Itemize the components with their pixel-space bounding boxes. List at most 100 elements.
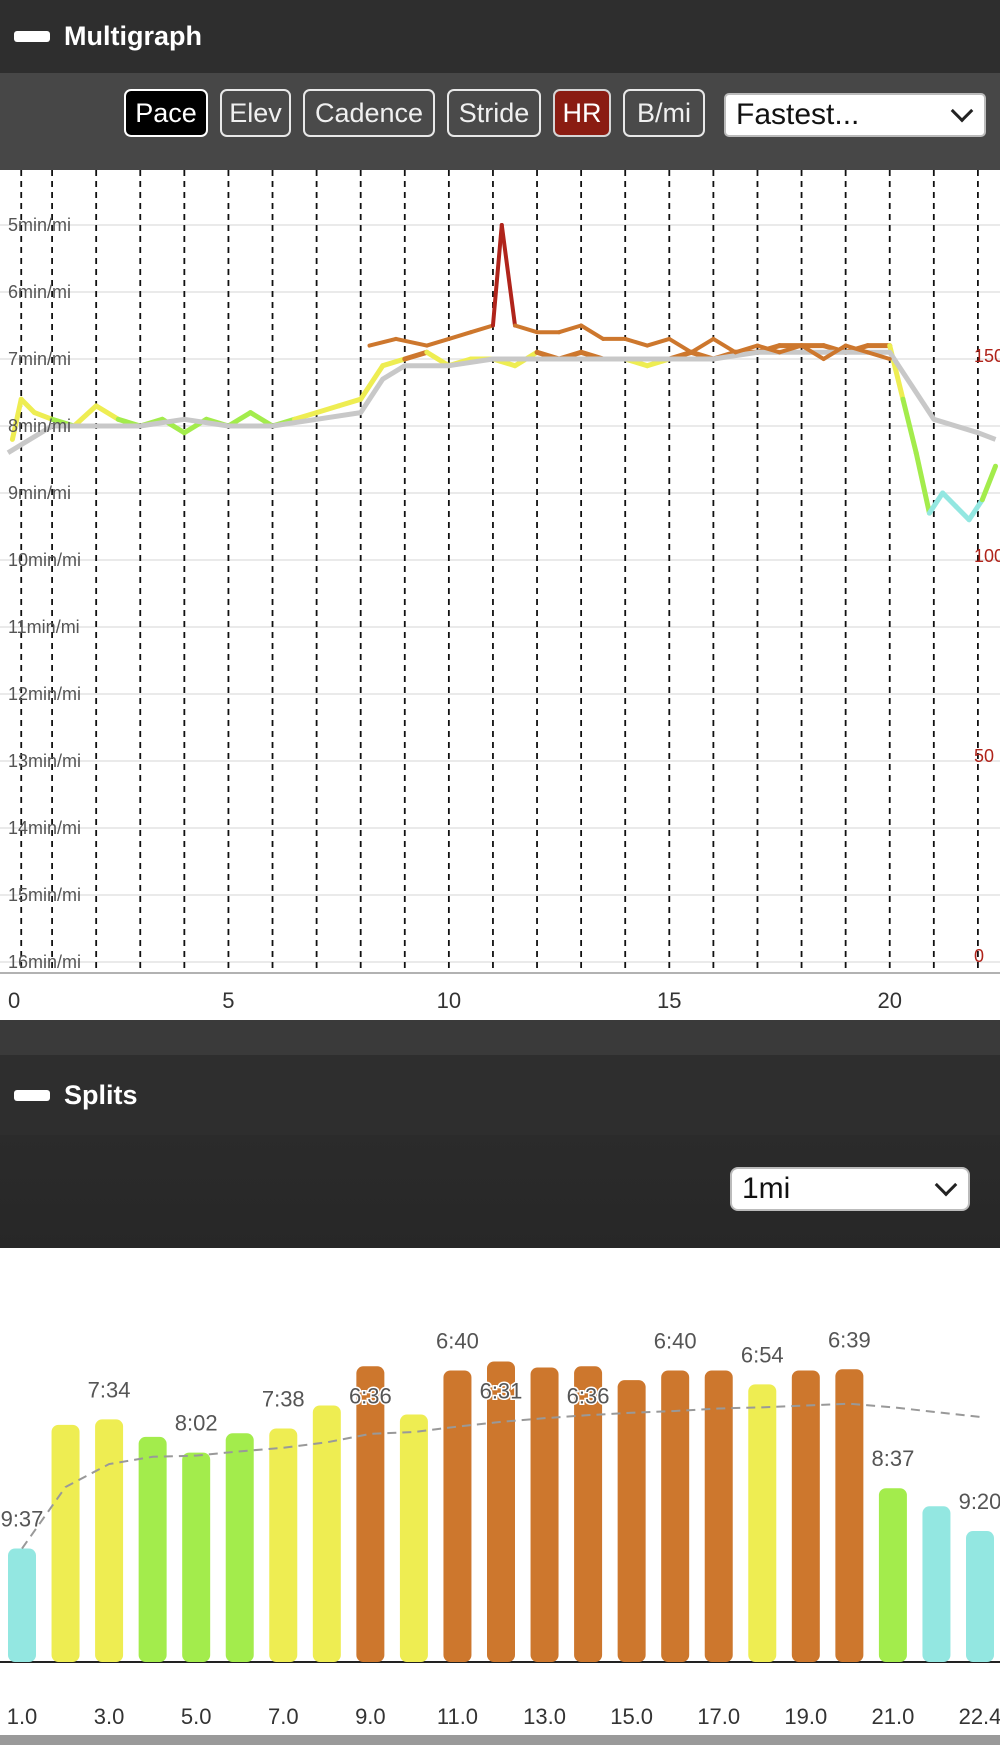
pace-segment [940, 490, 959, 509]
y-tick-label: 13min/mi [8, 751, 81, 771]
split-value-label: 6:31 [480, 1378, 523, 1403]
heart-rate-segment [755, 343, 782, 355]
split-bar [51, 1424, 80, 1662]
multigraph-panel: 5min/mi 6min/mi 7min/mi 8min/mi 9min/mi 10min… [0, 170, 1000, 1020]
splits-toolbar: 1mi [0, 1135, 1000, 1248]
split-x-tick-label: 21.0 [871, 1704, 914, 1729]
split-bar [661, 1370, 690, 1662]
split-value-label: 9:37 [1, 1507, 44, 1532]
cadence-button[interactable]: Cadence [303, 89, 435, 137]
split-value-label: 6:54 [741, 1342, 784, 1367]
heart-rate-segment [512, 323, 540, 335]
smoothed-pace-line [6, 349, 997, 455]
x-tick-label: 10 [437, 988, 461, 1013]
elev-button[interactable]: Elev [220, 89, 291, 137]
multigraph-header[interactable]: Multigraph [0, 0, 1000, 73]
pace-segment [913, 450, 932, 516]
chevron-down-icon [950, 99, 974, 123]
splits-chart[interactable]: 9:377:348:027:38 6:366:406:31 6:366:406:54… [0, 1248, 1000, 1735]
heart-rate-segment [499, 223, 517, 328]
split-distance-dropdown[interactable]: 1mi [730, 1167, 970, 1211]
split-bar [791, 1370, 820, 1662]
pace-segment [31, 410, 55, 422]
split-value-label: 8:37 [871, 1446, 914, 1471]
split-bar [269, 1428, 298, 1662]
split-distance-value: 1mi [742, 1172, 791, 1205]
pace-segment [71, 403, 99, 429]
pace-segment [292, 410, 320, 422]
y-tick-label: 8min/mi [8, 416, 71, 436]
split-x-tick-label: 17.0 [697, 1704, 740, 1729]
y-tick-label: 7min/mi [8, 349, 71, 369]
split-x-tick-label: 5.0 [181, 1704, 212, 1729]
pace-segment [336, 396, 364, 409]
split-x-tick-label: 15.0 [610, 1704, 653, 1729]
hr-axis-tick-label: 50 [974, 746, 994, 766]
stride-button[interactable]: Stride [447, 89, 541, 137]
split-x-tick-label: 1.0 [7, 1704, 38, 1729]
pace-segment [358, 363, 386, 402]
heart-rate-segment [777, 343, 804, 355]
split-bar [443, 1370, 472, 1662]
multigraph-chart[interactable]: 5min/mi 6min/mi 7min/mi 8min/mi 9min/mi 10min… [0, 170, 1000, 1020]
pace-segment [953, 503, 972, 523]
pace-segment [900, 396, 919, 456]
pace-segment [18, 396, 37, 416]
hr-axis-tick-label: 150 [974, 346, 1000, 366]
split-value-label: 7:38 [262, 1386, 305, 1411]
split-bar [835, 1369, 864, 1662]
split-value-label: 6:39 [828, 1327, 871, 1352]
split-bar [878, 1488, 907, 1662]
split-bar [95, 1419, 124, 1662]
heart-rate-segment [579, 323, 606, 341]
multigraph-title: Multigraph [64, 21, 202, 51]
heart-rate-segment [557, 323, 584, 335]
y-tick-label: 14min/mi [8, 818, 81, 838]
collapse-minus-icon[interactable] [14, 1089, 50, 1101]
y-tick-label: 9min/mi [8, 483, 71, 503]
pace-segment [402, 349, 430, 362]
bpmi-button[interactable]: B/mi [623, 89, 705, 137]
splits-header[interactable]: Splits [0, 1055, 1000, 1135]
pace-segment [926, 490, 946, 516]
heart-rate-segment [711, 336, 738, 355]
hr-button[interactable]: HR [553, 89, 611, 137]
heart-rate-segment [865, 350, 892, 361]
split-bar [530, 1367, 559, 1662]
pace-button[interactable]: Pace [124, 89, 208, 137]
pace-segment [979, 463, 999, 503]
splits-panel: 9:37 7:34 8:02 7:38 6:36 6:40 6:31 6:36 6:40 6:54… [0, 1248, 1000, 1735]
pace-segment [9, 396, 24, 442]
split-bar [399, 1414, 428, 1662]
bottom-scrollbar[interactable] [0, 1735, 1000, 1745]
chevron-down-icon [934, 1173, 958, 1197]
split-value-label: 6:36 [567, 1383, 610, 1408]
split-value-label: 9:20 [959, 1489, 1000, 1514]
split-x-tick-label: 3.0 [94, 1704, 125, 1729]
pace-segment [93, 403, 121, 422]
y-tick-label: 12min/mi [8, 684, 81, 704]
split-bar [617, 1380, 646, 1662]
split-x-tick-label: 22.4 [959, 1704, 1000, 1729]
heart-rate-segment [623, 336, 650, 348]
split-bar [748, 1384, 777, 1662]
split-bar [487, 1361, 515, 1662]
split-bar [574, 1366, 603, 1662]
heart-rate-segment [367, 336, 398, 348]
heart-rate-segment [799, 343, 826, 361]
split-value-label: 6:36 [349, 1383, 392, 1408]
heart-rate-segment [821, 343, 848, 361]
split-value-label: 6:40 [654, 1329, 697, 1354]
split-bar [312, 1405, 341, 1662]
x-tick-label: 20 [877, 988, 901, 1013]
split-value-label: 8:02 [175, 1411, 218, 1436]
heart-rate-segment [468, 323, 495, 335]
hr-axis-tick-label: 0 [974, 946, 984, 966]
y-tick-label: 15min/mi [8, 885, 81, 905]
y-tick-label: 10min/mi [8, 550, 81, 570]
heart-rate-segment [733, 343, 760, 355]
fastest-dropdown[interactable]: Fastest... [724, 93, 986, 137]
heart-rate-segment [689, 336, 716, 355]
collapse-minus-icon[interactable] [14, 31, 50, 42]
split-value-label: 6:40 [436, 1329, 479, 1354]
